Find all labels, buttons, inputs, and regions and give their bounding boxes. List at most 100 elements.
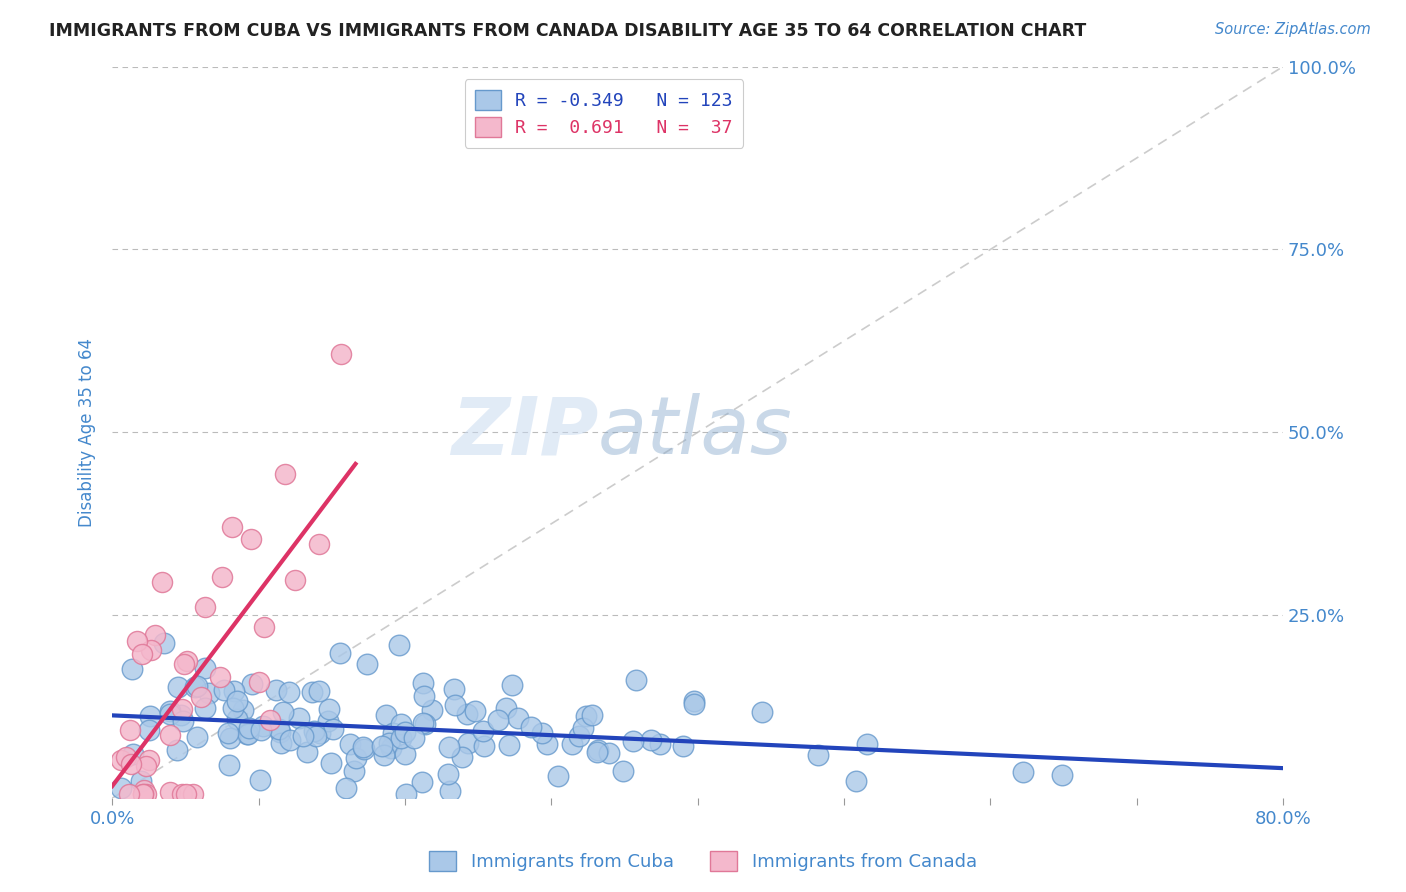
Point xyxy=(190,690,212,705)
Point xyxy=(153,636,176,650)
Point xyxy=(506,711,529,725)
Point xyxy=(626,673,648,687)
Point xyxy=(530,725,553,739)
Point xyxy=(304,724,326,739)
Point xyxy=(402,731,425,745)
Point xyxy=(235,727,257,741)
Point xyxy=(498,738,520,752)
Point xyxy=(270,737,292,751)
Point xyxy=(352,739,374,754)
Point xyxy=(135,759,157,773)
Point xyxy=(322,723,344,737)
Point xyxy=(212,683,235,698)
Point xyxy=(457,736,479,750)
Point xyxy=(536,737,558,751)
Point xyxy=(264,683,287,698)
Point xyxy=(132,788,155,802)
Point xyxy=(436,767,458,781)
Point xyxy=(218,758,240,772)
Point xyxy=(250,723,273,738)
Point xyxy=(131,647,153,661)
Point xyxy=(374,707,396,722)
Point xyxy=(394,747,416,761)
Point xyxy=(308,726,330,740)
Point xyxy=(380,741,402,756)
Point xyxy=(672,739,695,753)
Point xyxy=(288,711,311,725)
Point xyxy=(135,788,157,802)
Point xyxy=(141,643,163,657)
Point xyxy=(339,737,361,751)
Point xyxy=(186,730,208,744)
Point xyxy=(371,739,394,753)
Point xyxy=(271,705,294,719)
Point xyxy=(683,697,706,711)
Point xyxy=(353,742,375,756)
Point xyxy=(598,747,620,761)
Point xyxy=(143,628,166,642)
Point xyxy=(413,717,436,731)
Point xyxy=(412,675,434,690)
Point xyxy=(198,685,221,699)
Point xyxy=(121,663,143,677)
Point xyxy=(377,736,399,750)
Point xyxy=(388,638,411,652)
Point xyxy=(329,646,352,660)
Point xyxy=(373,747,395,762)
Point xyxy=(572,721,595,735)
Point xyxy=(575,709,598,723)
Point xyxy=(621,734,644,748)
Point xyxy=(225,693,247,707)
Point xyxy=(547,769,569,783)
Point xyxy=(586,742,609,756)
Point xyxy=(209,670,232,684)
Point xyxy=(318,714,340,729)
Point xyxy=(394,725,416,739)
Point xyxy=(412,690,434,704)
Point xyxy=(845,773,868,788)
Point xyxy=(464,704,486,718)
Point xyxy=(329,347,352,361)
Point xyxy=(238,722,260,736)
Point xyxy=(194,600,217,615)
Point xyxy=(335,780,357,795)
Point xyxy=(292,729,315,743)
Y-axis label: Disability Age 35 to 64: Disability Age 35 to 64 xyxy=(79,338,96,527)
Point xyxy=(1050,768,1073,782)
Point xyxy=(305,729,328,743)
Point xyxy=(274,467,297,481)
Point xyxy=(612,764,634,778)
Point xyxy=(150,574,173,589)
Point xyxy=(395,788,418,802)
Point xyxy=(211,569,233,583)
Point xyxy=(344,751,367,765)
Point xyxy=(167,680,190,694)
Point xyxy=(224,684,246,698)
Point xyxy=(232,703,254,717)
Point xyxy=(125,634,148,648)
Point xyxy=(456,707,478,722)
Point xyxy=(184,680,207,694)
Point xyxy=(308,684,330,698)
Point xyxy=(295,744,318,758)
Point xyxy=(159,785,181,799)
Point xyxy=(650,737,672,751)
Point xyxy=(278,685,301,699)
Point xyxy=(807,748,830,763)
Point xyxy=(278,732,301,747)
Point xyxy=(471,724,494,739)
Point xyxy=(132,788,155,802)
Point xyxy=(581,707,603,722)
Point xyxy=(181,788,204,802)
Point xyxy=(170,708,193,723)
Point xyxy=(682,694,704,708)
Point xyxy=(751,705,773,719)
Point xyxy=(640,733,662,747)
Point xyxy=(252,719,274,733)
Point xyxy=(238,727,260,741)
Point xyxy=(501,678,523,692)
Point xyxy=(486,713,509,727)
Point xyxy=(225,712,247,726)
Point xyxy=(411,774,433,789)
Point xyxy=(269,725,291,739)
